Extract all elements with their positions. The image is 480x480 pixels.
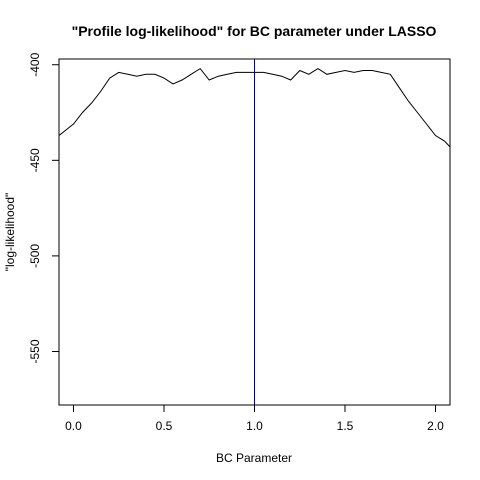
chart-title: "Profile log-likelihood" for BC paramete… — [72, 23, 437, 39]
x-tick-label: 0.0 — [65, 419, 82, 433]
x-axis: 0.0 0.5 1.0 1.5 2.0 — [65, 405, 444, 433]
x-axis-label: BC Parameter — [216, 451, 292, 465]
y-tick-label: -500 — [28, 244, 42, 268]
x-tick-label: 2.0 — [427, 419, 444, 433]
series-layer — [58, 59, 451, 405]
y-axis: -400 -450 -500 -550 — [28, 52, 59, 363]
y-tick-label: -450 — [28, 148, 42, 172]
x-tick-label: 1.5 — [337, 419, 354, 433]
y-axis-label: "log-likelihood" — [3, 193, 17, 272]
profile-likelihood-line — [58, 67, 451, 148]
x-tick-label: 1.0 — [246, 419, 263, 433]
x-tick-label: 0.5 — [156, 419, 173, 433]
y-tick-label: -550 — [28, 339, 42, 363]
y-tick-label: -400 — [28, 52, 42, 76]
